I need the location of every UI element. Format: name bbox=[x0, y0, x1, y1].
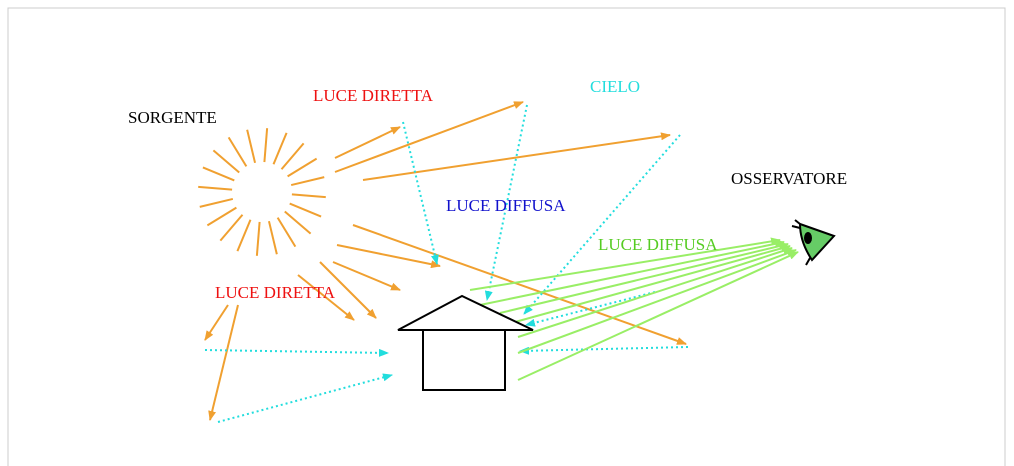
sun-ray bbox=[282, 143, 304, 169]
sun-ray bbox=[257, 222, 260, 256]
sun-ray bbox=[213, 150, 239, 172]
sun-ray bbox=[269, 221, 277, 254]
sun bbox=[198, 128, 326, 256]
sun-ray bbox=[200, 199, 233, 207]
sun-ray bbox=[198, 187, 232, 190]
label: SORGENTE bbox=[128, 108, 217, 127]
label: LUCE DIFFUSA bbox=[446, 196, 566, 215]
label: OSSERVATORE bbox=[731, 169, 847, 188]
label: CIELO bbox=[590, 77, 640, 96]
sun-ray bbox=[290, 204, 321, 217]
sun-ray bbox=[264, 128, 267, 162]
sun-ray bbox=[278, 218, 296, 247]
sun-ray bbox=[285, 212, 311, 234]
label: LUCE DIRETTA bbox=[215, 283, 336, 302]
frame bbox=[8, 8, 1005, 466]
observer-arrows bbox=[470, 240, 798, 380]
sun-ray bbox=[292, 194, 326, 197]
sun-ray bbox=[247, 130, 255, 163]
sun-ray bbox=[237, 220, 250, 251]
eye bbox=[792, 220, 834, 265]
sun-ray bbox=[220, 215, 242, 241]
sun-ray bbox=[291, 177, 324, 185]
sun-ray bbox=[274, 133, 287, 164]
label: LUCE DIFFUSA bbox=[598, 235, 718, 254]
label: LUCE DIRETTA bbox=[313, 86, 434, 105]
sun-ray bbox=[229, 137, 247, 166]
sun-ray bbox=[288, 159, 317, 177]
diagram: SORGENTE LUCE DIRETTA CIELO LUCE DIFFUSA… bbox=[0, 0, 1014, 466]
sun-ray bbox=[207, 208, 236, 226]
sun-ray bbox=[203, 167, 234, 180]
